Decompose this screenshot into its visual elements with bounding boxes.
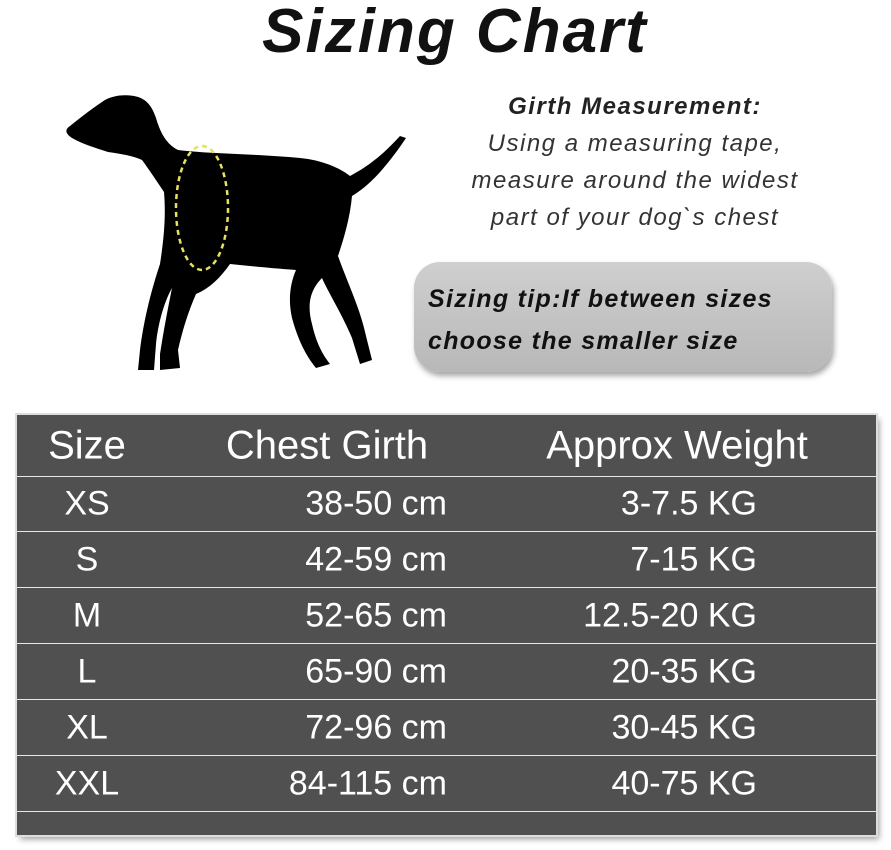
table-row: XL 72-96 cm 30-45 KG <box>17 700 876 756</box>
cell-chest-girth: 38-50 cm <box>305 484 447 522</box>
cell-size: M <box>72 596 102 634</box>
cell-weight: 20-35 KG <box>611 652 757 690</box>
cell-size: S <box>75 540 99 578</box>
table-row: XXL 84-115 cm 40-75 KG <box>17 756 876 812</box>
header-chest-girth: Chest Girth <box>225 423 429 467</box>
girth-line: Using a measuring tape, <box>487 130 783 157</box>
cell-weight: 12.5-20 KG <box>583 596 757 634</box>
cell-weight: 40-75 KG <box>611 764 757 802</box>
header-weight: Approx Weight <box>546 423 808 467</box>
table-header: Size Chest Girth Approx Weight <box>17 415 876 477</box>
table-row: M 52-65 cm 12.5-20 KG <box>17 588 876 644</box>
girth-line: part of your dog`s chest <box>490 204 780 231</box>
tip-line: Sizing tip:If between sizes <box>428 285 773 313</box>
cell-chest-girth: 72-96 cm <box>305 708 447 746</box>
table-row: S 42-59 cm 7-15 KG <box>17 532 876 588</box>
girth-heading: Girth Measurement: <box>508 93 762 120</box>
dog-silhouette-icon <box>66 95 406 370</box>
girth-line: measure around the widest <box>471 167 799 194</box>
cell-weight: 3-7.5 KG <box>620 484 757 522</box>
tip-line: choose the smaller size <box>428 327 739 355</box>
girth-instructions: Girth Measurement: Using a measuring tap… <box>420 88 850 236</box>
sizing-tip-box: Sizing tip:If between sizes choose the s… <box>414 262 832 372</box>
table-row: XS 38-50 cm 3-7.5 KG <box>17 476 876 532</box>
cell-chest-girth: 52-65 cm <box>305 596 447 634</box>
header-size: Size <box>48 423 126 467</box>
cell-size: XL <box>66 708 108 746</box>
cell-size: XS <box>64 484 110 522</box>
table-row: L 65-90 cm 20-35 KG <box>17 644 876 700</box>
cell-chest-girth: 65-90 cm <box>305 652 447 690</box>
cell-weight: 7-15 KG <box>630 540 757 578</box>
cell-size: XXL <box>54 764 120 802</box>
page-title: Sizing Chart <box>262 0 648 66</box>
cell-size: L <box>77 652 97 690</box>
cell-chest-girth: 84-115 cm <box>288 764 447 802</box>
cell-chest-girth: 42-59 cm <box>305 540 447 578</box>
cell-weight: 30-45 KG <box>611 708 757 746</box>
size-table: Size Chest Girth Approx Weight XS 38-50 c… <box>15 413 878 837</box>
